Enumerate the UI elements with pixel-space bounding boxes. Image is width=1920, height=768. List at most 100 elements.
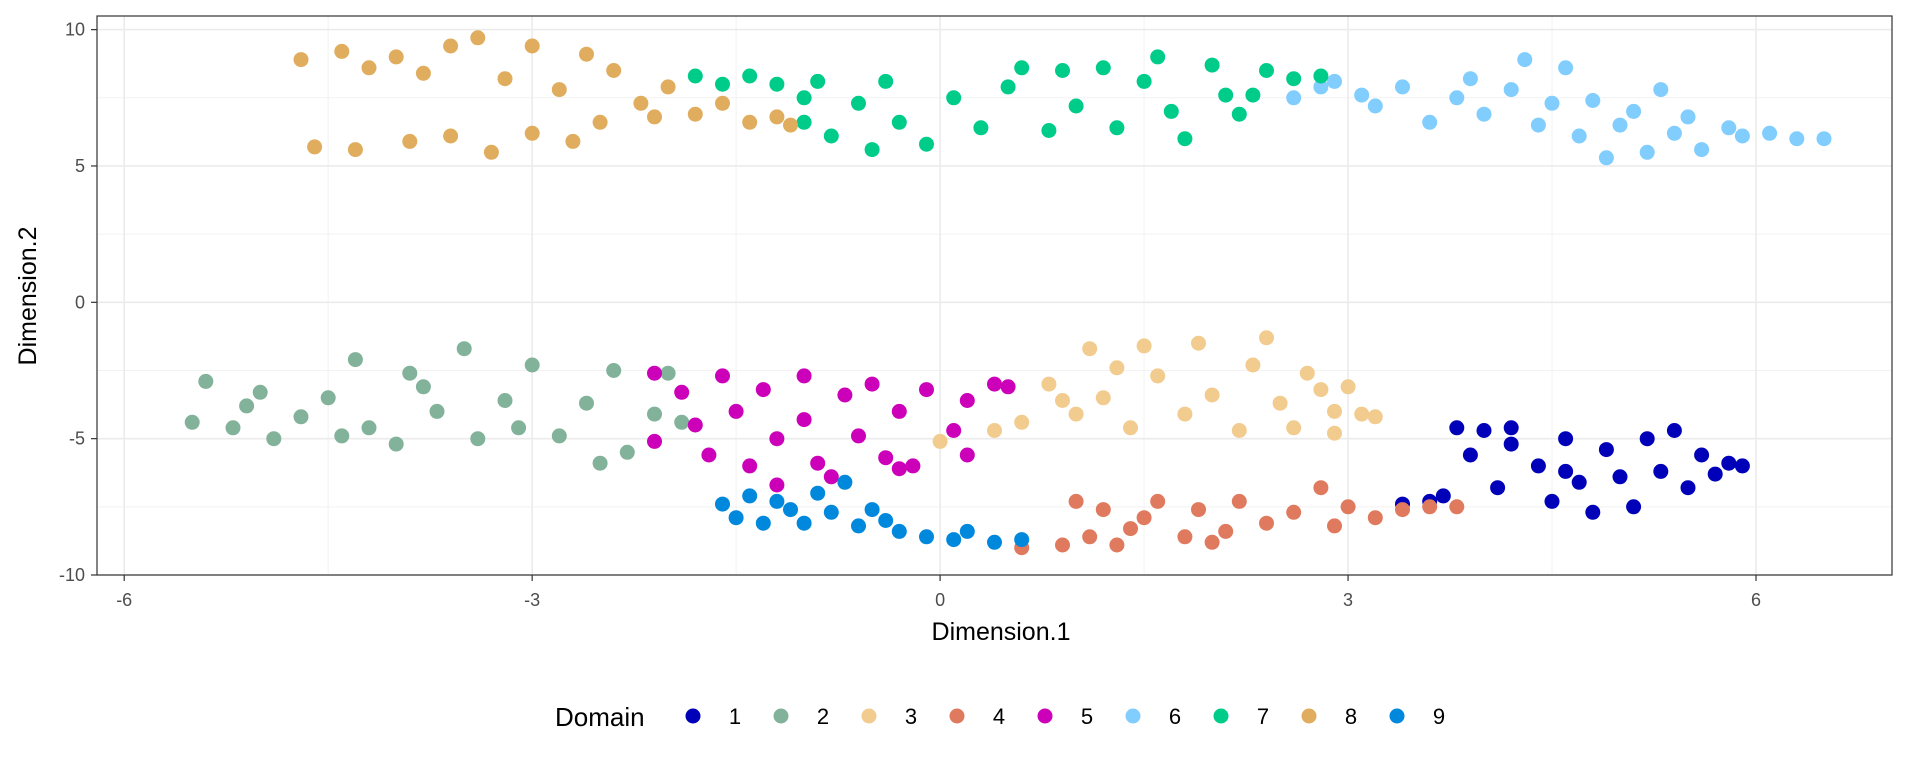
series-domain-9 <box>715 474 1030 550</box>
legend-key-9 <box>1389 708 1405 724</box>
point-domain-9 <box>728 510 744 526</box>
point-domain-1 <box>1707 466 1723 482</box>
point-domain-9 <box>783 502 798 518</box>
point-domain-7 <box>796 90 812 106</box>
point-domain-8 <box>415 65 431 81</box>
point-domain-4 <box>1095 502 1111 518</box>
point-domain-4 <box>1327 518 1342 534</box>
point-domain-9 <box>742 488 758 504</box>
point-domain-2 <box>606 363 622 378</box>
point-domain-6 <box>1816 131 1832 147</box>
point-domain-8 <box>647 109 662 125</box>
point-domain-5 <box>987 376 1002 392</box>
point-domain-2 <box>619 444 635 460</box>
point-domain-5 <box>755 382 771 398</box>
point-domain-7 <box>715 76 730 92</box>
point-domain-2 <box>361 420 377 436</box>
point-domain-5 <box>674 384 690 400</box>
point-domain-2 <box>470 431 486 447</box>
y-tick-label: 5 <box>75 156 85 176</box>
point-domain-8 <box>579 46 594 62</box>
point-domain-5 <box>919 382 934 398</box>
point-domain-4 <box>1204 534 1220 550</box>
point-domain-4 <box>1313 480 1329 496</box>
point-domain-6 <box>1462 71 1478 87</box>
point-domain-4 <box>1231 493 1247 509</box>
point-domain-7 <box>796 114 812 130</box>
point-domain-5 <box>647 365 662 381</box>
point-domain-7 <box>769 76 785 92</box>
point-domain-6 <box>1639 144 1655 160</box>
point-domain-8 <box>592 114 608 130</box>
point-domain-4 <box>1286 504 1302 520</box>
point-domain-7 <box>1245 87 1261 103</box>
point-domain-3 <box>1095 390 1111 406</box>
x-axis-title: Dimension.1 <box>932 618 1071 646</box>
series-domain-2 <box>184 341 690 471</box>
point-domain-4 <box>1109 537 1125 553</box>
point-domain-8 <box>483 144 499 160</box>
point-domain-2 <box>266 431 282 447</box>
point-domain-8 <box>715 95 730 111</box>
point-domain-2 <box>456 341 472 357</box>
point-domain-5 <box>959 393 975 408</box>
point-domain-1 <box>1503 420 1519 436</box>
series-domain-5 <box>647 365 1016 493</box>
point-domain-4 <box>1259 515 1274 531</box>
point-domain-9 <box>796 515 812 531</box>
point-domain-9 <box>946 532 962 548</box>
point-domain-2 <box>320 390 336 406</box>
point-domain-9 <box>919 529 934 545</box>
point-domain-8 <box>633 95 649 111</box>
point-domain-9 <box>1014 532 1030 548</box>
point-domain-3 <box>1109 360 1125 376</box>
point-domain-7 <box>1000 79 1016 95</box>
point-domain-4 <box>1123 521 1138 537</box>
point-domain-7 <box>1177 131 1193 147</box>
y-tick-label: 0 <box>75 292 85 312</box>
point-domain-1 <box>1666 423 1682 438</box>
point-domain-1 <box>1653 463 1669 479</box>
point-domain-6 <box>1503 82 1519 98</box>
point-domain-8 <box>443 128 459 144</box>
point-domain-9 <box>891 523 907 539</box>
legend-label-4: 4 <box>993 704 1005 729</box>
point-domain-2 <box>497 393 513 408</box>
point-domain-5 <box>810 455 826 471</box>
series-domain-6 <box>1286 52 1832 166</box>
x-tick-label: 0 <box>935 590 945 610</box>
point-domain-5 <box>905 458 921 474</box>
point-domain-1 <box>1612 469 1628 485</box>
point-domain-7 <box>1014 60 1030 76</box>
point-domain-2 <box>198 373 214 389</box>
point-domain-5 <box>687 417 703 433</box>
x-tick-label: -6 <box>116 590 132 610</box>
point-domain-8 <box>769 109 785 125</box>
point-domain-1 <box>1639 431 1655 447</box>
point-domain-3 <box>1136 338 1152 354</box>
point-domain-3 <box>1367 409 1383 425</box>
point-domain-8 <box>361 60 377 76</box>
panel-border <box>96 15 1893 576</box>
point-domain-7 <box>810 73 826 89</box>
point-domain-7 <box>946 90 962 106</box>
point-domain-2 <box>429 403 445 419</box>
point-domain-3 <box>1204 387 1220 403</box>
point-domain-6 <box>1762 125 1778 141</box>
point-domain-5 <box>769 477 785 493</box>
point-domain-1 <box>1503 436 1519 452</box>
point-domain-4 <box>1367 510 1383 526</box>
point-domain-7 <box>891 114 907 130</box>
point-domain-3 <box>1245 357 1261 373</box>
point-domain-9 <box>851 518 866 534</box>
legend-key-7 <box>1213 708 1229 724</box>
point-domain-8 <box>470 30 486 46</box>
point-domain-8 <box>565 133 581 149</box>
point-domain-6 <box>1598 150 1614 166</box>
point-domain-6 <box>1680 109 1696 125</box>
point-domain-8 <box>334 43 350 59</box>
point-domain-1 <box>1544 493 1560 509</box>
point-domain-8 <box>551 82 567 98</box>
point-domain-1 <box>1558 431 1574 447</box>
point-domain-4 <box>1150 493 1166 509</box>
